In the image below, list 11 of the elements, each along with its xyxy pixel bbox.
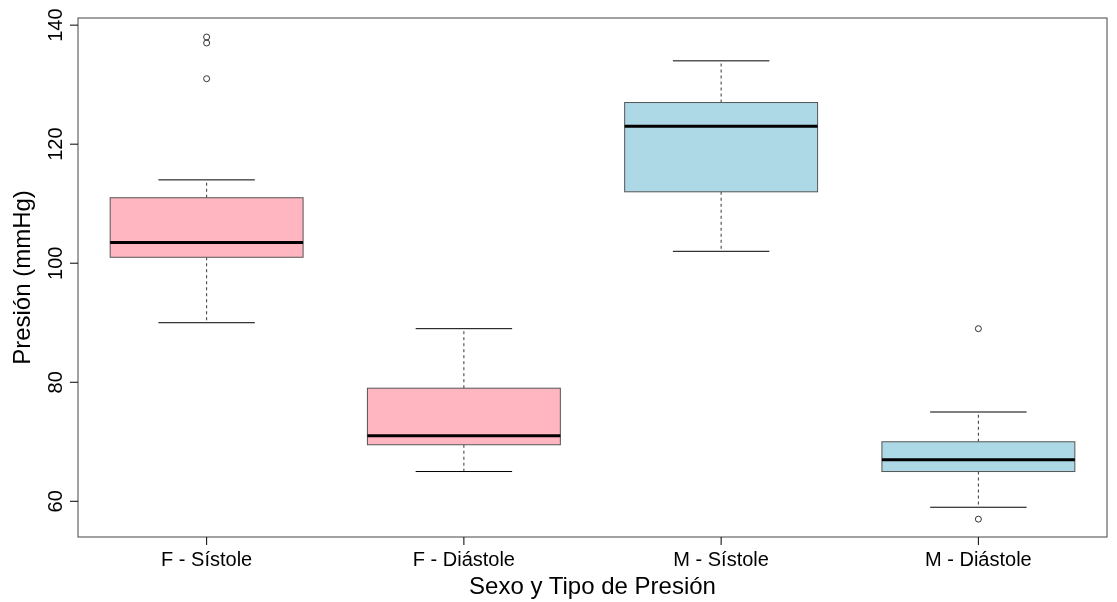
- x-tick-label: M - Sístole: [673, 548, 769, 570]
- y-tick-label: 60: [44, 490, 66, 513]
- x-tick-label: F - Diástole: [412, 548, 515, 570]
- x-axis-title: Sexo y Tipo de Presión: [469, 572, 716, 599]
- y-tick-label: 80: [44, 371, 66, 394]
- y-axis-title: Presión (mmHg): [8, 190, 35, 365]
- x-tick-label: F - Sístole: [161, 548, 253, 570]
- x-tick-label: M - Diástole: [925, 548, 1032, 570]
- y-tick-label: 100: [44, 246, 66, 280]
- y-tick-label: 120: [44, 127, 66, 161]
- y-tick-label: 140: [44, 8, 66, 42]
